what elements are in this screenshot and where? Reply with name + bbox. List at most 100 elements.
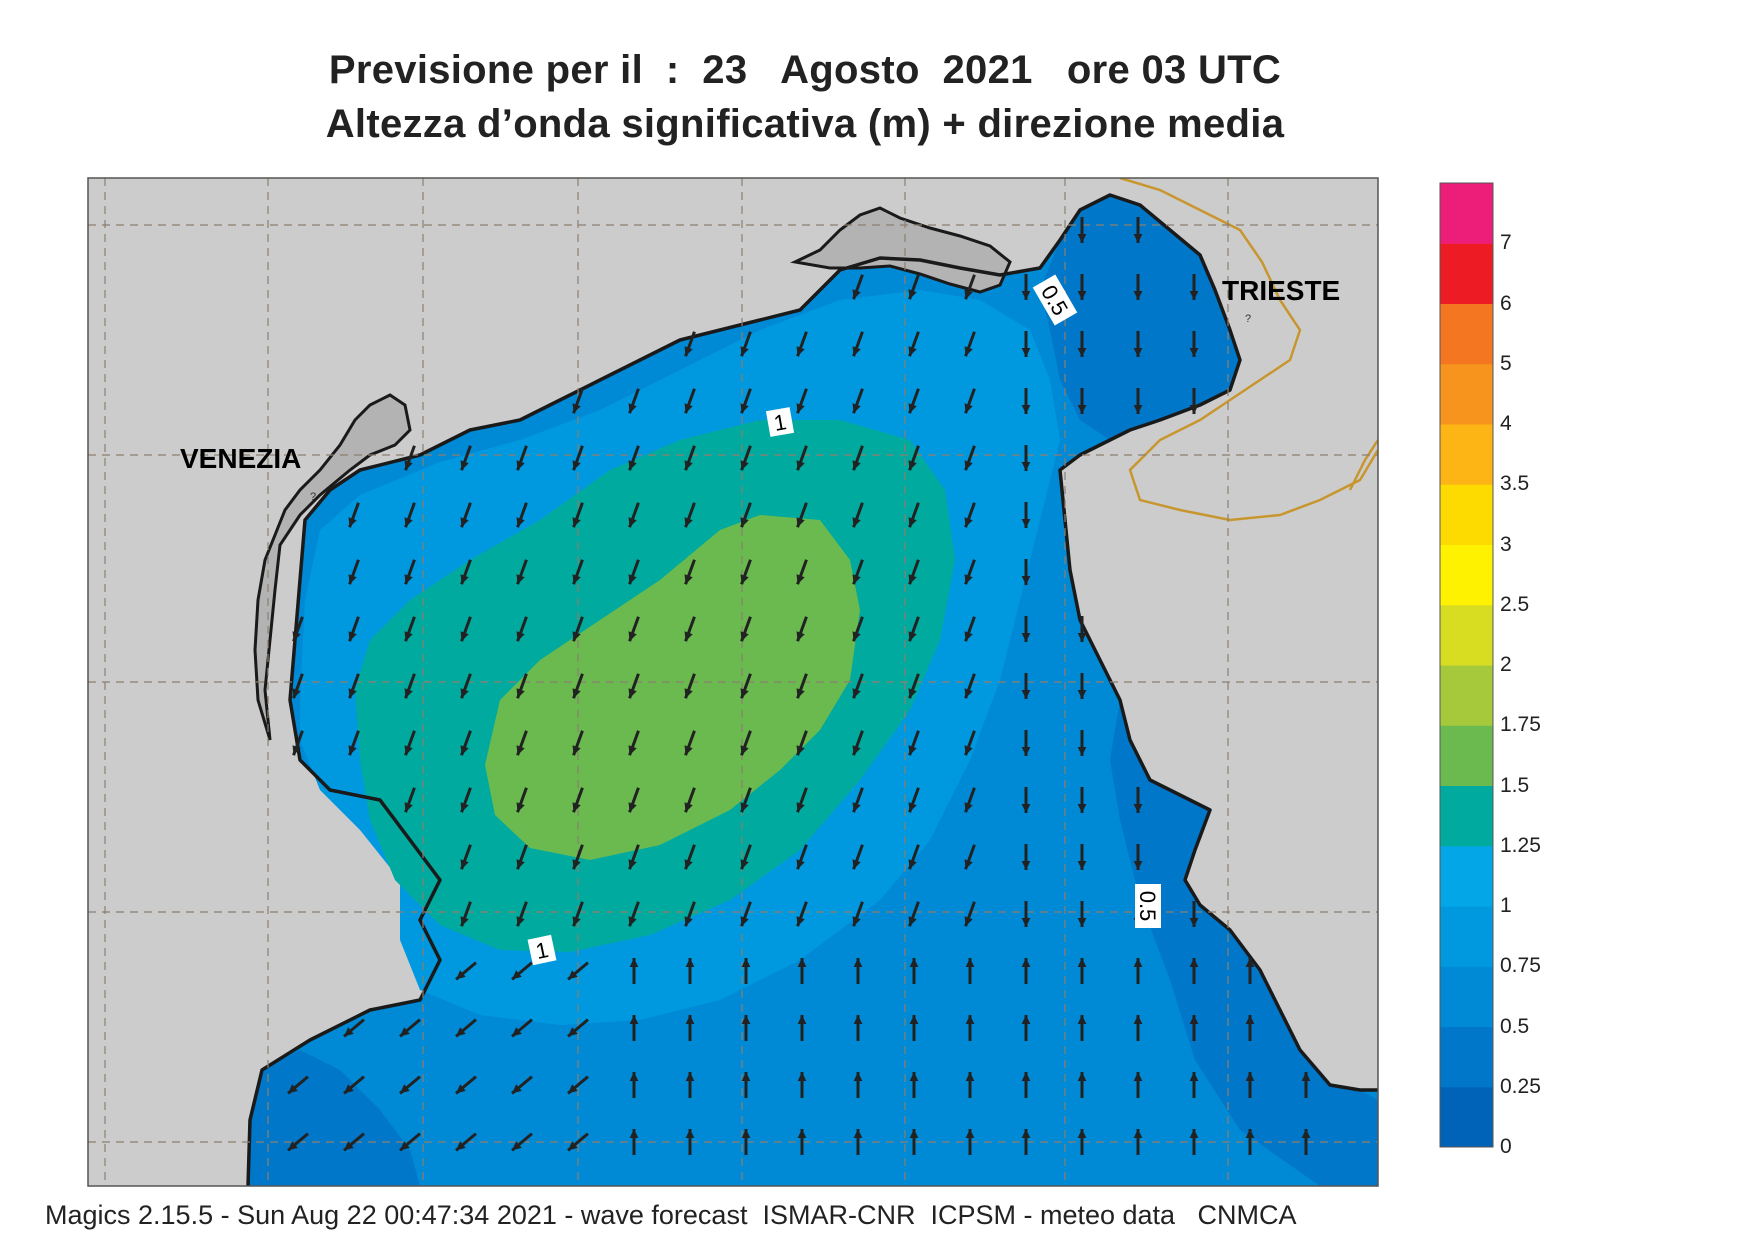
wave-arrow-head: [1189, 290, 1199, 300]
wave-arrow-head: [796, 346, 805, 357]
wave-arrow-head: [512, 970, 522, 980]
contour-label-bottom-one: 1: [527, 934, 557, 966]
wave-arrow-head: [964, 346, 973, 357]
map-area: 0.5 1 1 0.5 VENEZIA TRIESTE ? ?: [88, 178, 1378, 1186]
wave-arrow-head: [852, 403, 861, 414]
contour-label-bottom-one-text: 1: [534, 937, 551, 964]
wave-arrow-head: [1133, 1129, 1143, 1139]
wave-arrow-head: [852, 574, 861, 585]
contour-label-east-text: 0.5: [1135, 891, 1160, 922]
venezia-marker-icon: ?: [310, 491, 316, 503]
wave-arrow-head: [909, 1072, 919, 1082]
wave-arrow-head: [460, 859, 469, 870]
wave-arrow-head: [741, 1129, 751, 1139]
wave-arrow-head: [628, 460, 637, 471]
wave-arrow-head: [572, 745, 581, 756]
wave-arrow-head: [516, 517, 525, 528]
wave-arrow-head: [909, 958, 919, 968]
wave-arrow-head: [292, 688, 301, 699]
wave-arrow-head: [460, 574, 469, 585]
wave-arrow-head: [964, 631, 973, 642]
trieste-marker-icon: ?: [1245, 313, 1251, 325]
wave-arrow-head: [740, 859, 749, 870]
wave-arrow-head: [908, 403, 917, 414]
wave-arrow-head: [628, 688, 637, 699]
color-scale-step: [1440, 544, 1493, 606]
wave-arrow-head: [740, 916, 749, 927]
contour-label-top-one-text: 1: [772, 409, 788, 436]
wave-arrow-head: [348, 688, 357, 699]
wave-arrow-head: [572, 631, 581, 642]
wave-arrow-head: [740, 574, 749, 585]
wave-arrow-head: [684, 631, 693, 642]
wave-arrow-head: [1189, 1072, 1199, 1082]
wave-arrow-head: [629, 958, 639, 968]
wave-arrow-head: [684, 688, 693, 699]
color-scale-label: 2.5: [1500, 592, 1530, 616]
color-scale-step: [1440, 363, 1493, 425]
wave-arrow-head: [684, 916, 693, 927]
wave-arrow-head: [1021, 689, 1031, 699]
wave-arrow-head: [796, 916, 805, 927]
wave-arrow-head: [1021, 1072, 1031, 1082]
wave-arrow-head: [1077, 803, 1087, 813]
wave-arrow-head: [1133, 290, 1143, 300]
wave-arrow-head: [292, 631, 301, 642]
wave-arrow-head: [572, 916, 581, 927]
color-scale-label: 1.75: [1500, 713, 1541, 737]
wave-arrow-head: [456, 1141, 466, 1151]
wave-arrow-head: [684, 460, 693, 471]
wave-arrow-head: [628, 517, 637, 528]
wave-arrow-head: [964, 802, 973, 813]
wave-arrow-head: [797, 1015, 807, 1025]
wave-arrow-head: [1245, 1015, 1255, 1025]
color-scale-label: 1.5: [1500, 773, 1530, 797]
footer-credits: Magics 2.15.5 - Sun Aug 22 00:47:34 2021…: [45, 1200, 1297, 1230]
wave-arrow-head: [288, 1141, 298, 1151]
wave-arrow-head: [741, 1072, 751, 1082]
color-scale-label: 2: [1500, 653, 1512, 676]
wave-arrow-head: [1189, 347, 1199, 357]
wave-arrow-head: [741, 1015, 751, 1025]
wave-arrow-head: [460, 631, 469, 642]
color-scale-step: [1440, 845, 1493, 907]
wave-direction-arrows: [287, 217, 1311, 1155]
color-scale-label: 6: [1500, 291, 1512, 315]
wave-arrow-head: [740, 460, 749, 471]
wave-arrow-head: [740, 745, 749, 756]
wave-arrow-head: [1133, 958, 1143, 968]
wave-arrow-head: [516, 745, 525, 756]
wave-arrow-head: [572, 460, 581, 471]
color-scale-step: [1440, 303, 1493, 365]
wave-arrow-head: [572, 859, 581, 870]
wave-arrow-head: [400, 1141, 410, 1151]
wave-arrow-head: [796, 631, 805, 642]
wave-arrow-head: [684, 859, 693, 870]
wave-arrow-head: [796, 517, 805, 528]
wave-arrow-head: [1133, 347, 1143, 357]
wave-arrow-head: [853, 1015, 863, 1025]
wave-arrow-head: [1021, 461, 1031, 471]
wave-arrow-head: [404, 745, 413, 756]
wave-arrow-head: [740, 802, 749, 813]
wave-arrow-head: [348, 517, 357, 528]
wave-arrow-head: [908, 460, 917, 471]
contour-label-east: 0.5: [1135, 884, 1161, 928]
forecast-title: Previsione per il : 23 Agosto 2021 ore 0…: [328, 48, 1282, 92]
wave-arrow-head: [685, 958, 695, 968]
color-scale-step: [1440, 665, 1493, 726]
wave-arrow-head: [1077, 958, 1087, 968]
wave-arrow-head: [1021, 518, 1031, 528]
wave-arrow-head: [572, 403, 581, 414]
wave-arrow-head: [460, 802, 469, 813]
wave-arrow-head: [400, 1084, 410, 1094]
wave-arrow-head: [628, 574, 637, 585]
wave-arrow-head: [965, 1015, 975, 1025]
wave-arrow-head: [516, 688, 525, 699]
color-scale-step: [1440, 785, 1493, 847]
wave-arrow-head: [572, 688, 581, 699]
color-scale-label: 7: [1500, 231, 1512, 255]
wave-arrow-head: [908, 574, 917, 585]
city-label-trieste: TRIESTE: [1222, 275, 1340, 306]
